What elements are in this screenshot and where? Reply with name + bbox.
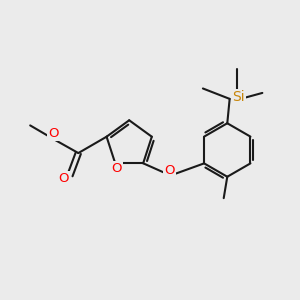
Text: O: O xyxy=(49,127,59,140)
Text: Si: Si xyxy=(232,90,245,104)
Text: O: O xyxy=(58,172,69,185)
Text: O: O xyxy=(111,162,122,175)
Text: O: O xyxy=(165,164,175,177)
